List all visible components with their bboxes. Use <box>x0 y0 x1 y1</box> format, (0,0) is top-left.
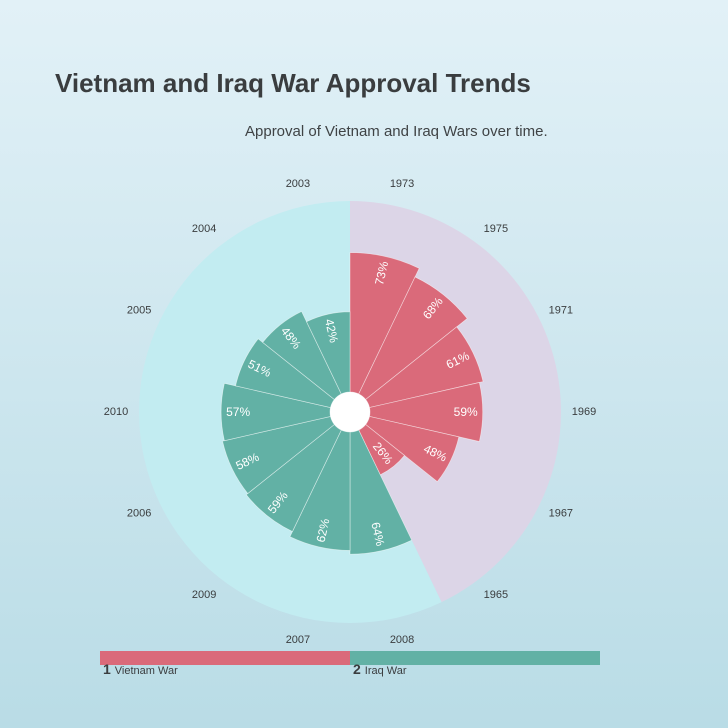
vietnam-category-label: 1973 <box>390 178 414 190</box>
iraq-category-label: 2007 <box>286 634 310 646</box>
iraq-value-label: 42% <box>322 318 341 345</box>
iraq-value-label: 57% <box>226 405 250 419</box>
vietnam-value-label: 59% <box>454 405 478 419</box>
legend-item-iraq: 2 Iraq War <box>353 661 407 677</box>
vietnam-category-label: 1967 <box>549 508 573 520</box>
vietnam-category-label: 1975 <box>484 223 508 235</box>
legend-item-vietnam: 1 Vietnam War <box>103 661 178 677</box>
iraq-category-label: 2003 <box>286 178 310 190</box>
vietnam-category-label: 1969 <box>572 406 596 418</box>
iraq-category-label: 2005 <box>127 304 151 316</box>
iraq-category-label: 2010 <box>104 406 128 418</box>
vietnam-category-label: 1971 <box>549 304 573 316</box>
legend-number: 2 <box>353 661 361 677</box>
chart-subtitle: Approval of Vietnam and Iraq Wars over t… <box>245 123 548 140</box>
iraq-category-label: 2004 <box>192 223 216 235</box>
legend-label: Vietnam War <box>114 665 178 677</box>
vietnam-category-label: 1965 <box>484 589 508 601</box>
legend-number: 1 <box>103 661 111 677</box>
iraq-category-label: 2008 <box>390 634 414 646</box>
iraq-value-label: 64% <box>368 521 387 548</box>
iraq-value-label: 62% <box>313 517 332 544</box>
legend-label: Iraq War <box>364 665 407 677</box>
legend-bar-vietnam <box>100 651 350 665</box>
center-hole <box>330 392 370 432</box>
legend-bar-iraq <box>350 651 600 665</box>
vietnam-value-label: 73% <box>372 260 391 287</box>
chart-title: Vietnam and Iraq War Approval Trends <box>55 68 531 98</box>
iraq-category-label: 2009 <box>192 589 216 601</box>
iraq-category-label: 2006 <box>127 508 151 520</box>
